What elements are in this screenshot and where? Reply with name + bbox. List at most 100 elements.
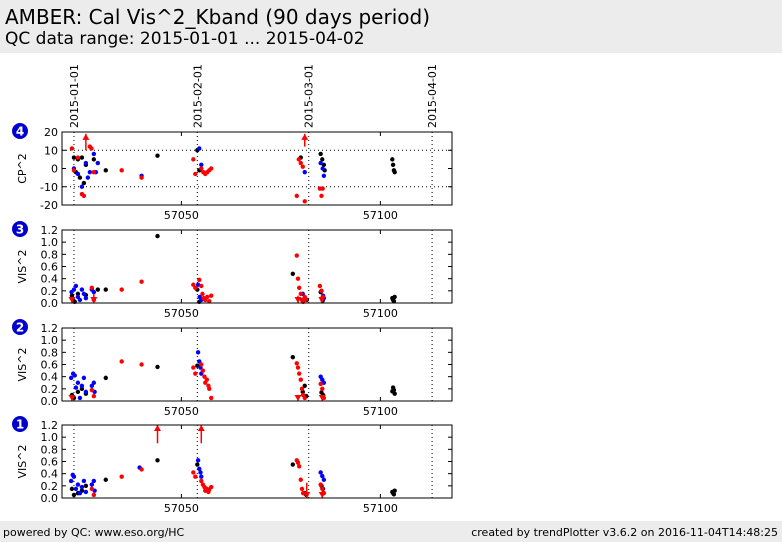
y-tick-label: 1.2: [41, 322, 59, 335]
y-tick-label: 0.8: [41, 443, 59, 456]
data-point-red: [317, 283, 323, 289]
data-point-black: [75, 389, 81, 395]
data-point-blue: [83, 295, 89, 301]
data-point-red: [298, 160, 303, 166]
data-point-red: [119, 359, 124, 364]
date-tick-label: 2015-02-01: [191, 64, 204, 128]
data-point-red: [303, 297, 309, 302]
data-point-blue: [197, 466, 202, 471]
data-point-black: [83, 483, 89, 489]
data-point-blue: [83, 160, 89, 166]
data-point-blue: [89, 482, 95, 487]
data-point-blue: [75, 482, 81, 487]
y-tick-label: 10: [44, 144, 58, 157]
data-point-black: [95, 287, 101, 292]
data-point-red: [300, 164, 305, 169]
data-point-red: [296, 157, 301, 162]
data-point-red: [299, 386, 305, 392]
data-point-black: [71, 155, 77, 160]
x-tick-label: 57050: [164, 307, 199, 320]
data-point-blue: [320, 473, 325, 479]
x-axis-label: mjdobs: [236, 519, 276, 521]
data-point-blue: [91, 151, 97, 157]
data-point-blue: [72, 373, 77, 378]
data-point-blue: [79, 383, 85, 388]
limit-arrow-head: [303, 492, 311, 498]
data-point-black: [69, 486, 75, 492]
data-point-blue: [83, 389, 89, 395]
panel-badge-label: 3: [16, 223, 24, 237]
data-point-black: [302, 383, 307, 388]
panel-badge-label: 2: [16, 321, 24, 335]
limit-arrow-head: [318, 297, 326, 303]
data-point-black: [390, 162, 396, 168]
data-point-blue: [91, 380, 97, 385]
y-tick-label: -20: [40, 199, 58, 212]
data-point-red: [302, 199, 307, 204]
y-axis-label: CP^2: [16, 153, 29, 184]
data-point-red: [209, 484, 214, 490]
x-tick-label: 57050: [164, 405, 199, 418]
data-point-red: [91, 169, 97, 175]
date-tick-label: 2015-04-01: [426, 64, 439, 128]
data-point-red: [318, 381, 323, 387]
data-point-red: [318, 482, 323, 487]
data-point-blue: [321, 173, 327, 178]
data-point-black: [290, 462, 296, 467]
data-point-black: [155, 153, 160, 158]
y-tick-label: 1.2: [41, 419, 59, 432]
data-point-blue: [77, 490, 83, 496]
data-point-black: [392, 488, 397, 493]
data-point-black: [71, 492, 77, 498]
data-point-black: [91, 157, 97, 162]
data-point-red: [199, 166, 204, 171]
data-point-blue: [318, 470, 323, 475]
y-tick-label: 1.0: [41, 236, 59, 249]
y-tick-label: 1.0: [41, 431, 59, 444]
data-point-red: [139, 467, 144, 472]
data-point-black: [391, 492, 397, 497]
data-point-blue: [73, 486, 79, 492]
data-point-blue: [195, 458, 201, 463]
data-point-red: [298, 377, 303, 382]
data-point-red: [209, 166, 214, 171]
data-point-red: [294, 253, 299, 258]
data-point-red: [202, 374, 207, 379]
data-point-red: [193, 371, 198, 376]
data-point-black: [390, 157, 395, 162]
limit-arrow-head: [82, 133, 90, 140]
y-tick-label: 0: [51, 163, 58, 176]
data-point-red: [298, 477, 303, 482]
data-point-blue: [75, 171, 81, 177]
data-point-red: [296, 285, 302, 290]
y-tick-label: 0.8: [41, 248, 59, 261]
panel-badge: [12, 416, 28, 432]
y-tick-label: 1.0: [41, 334, 59, 347]
page-subtitle: QC data range: 2015-01-01 ... 2015-04-02: [5, 29, 365, 49]
plot-frame: [61, 229, 453, 304]
data-point-red: [193, 171, 198, 177]
data-point-red: [81, 193, 87, 199]
panel-4: -20 -10 0 10 20 57050 57100 CP^2 4: [12, 123, 453, 222]
x-tick-label: 57100: [363, 209, 398, 222]
data-point-red: [191, 470, 196, 475]
data-point-black: [392, 169, 397, 175]
y-tick-label: 0.4: [41, 468, 59, 481]
x-tick-label: 57100: [363, 502, 398, 515]
data-point-black: [391, 387, 397, 393]
data-point-red: [295, 365, 301, 370]
data-point-red: [193, 474, 198, 479]
data-point-black: [290, 271, 296, 276]
data-point-black: [155, 458, 160, 463]
data-point-red: [139, 175, 144, 180]
data-point-red: [89, 387, 95, 393]
data-point-blue: [85, 175, 91, 180]
trend-chart: 2015-01-01 2015-02-01 2015-03-01 2015-04-01…: [12, 64, 453, 521]
data-point-black: [392, 391, 397, 396]
panel-3: 0.00.20.40.60.81.01.2 57050 57100 VIS^2 3: [12, 221, 453, 320]
data-point-red: [139, 279, 144, 284]
y-tick-label: 0.6: [41, 261, 59, 274]
data-point-red: [294, 193, 299, 199]
panel-badge-label: 4: [16, 125, 24, 139]
data-point-black: [392, 294, 397, 300]
